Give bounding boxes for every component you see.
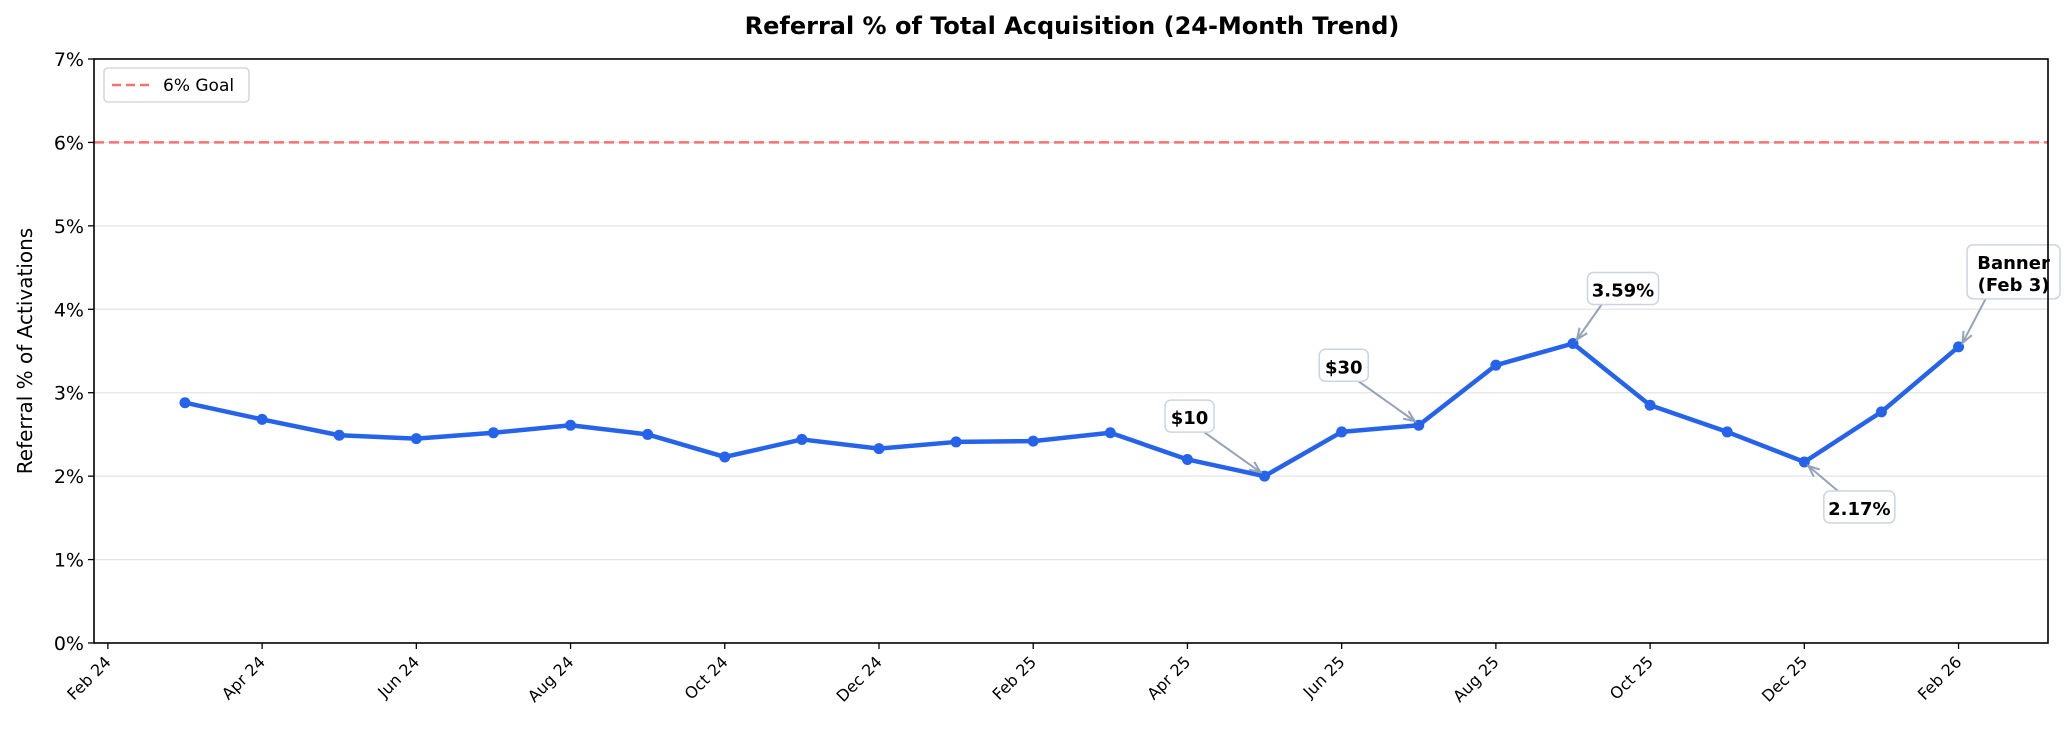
annotation: $30 — [1318, 348, 1417, 423]
data-point — [1875, 406, 1887, 418]
y-tick-label: 6% — [54, 132, 84, 154]
arrow-head-icon — [1248, 461, 1263, 474]
arrow-head-icon — [1402, 410, 1417, 423]
arrow-head-icon — [1961, 330, 1973, 346]
annotation: 3.59% — [1575, 271, 1660, 342]
x-tick-label: Feb 24 — [63, 652, 114, 703]
legend-goal-label: 6% Goal — [163, 76, 234, 96]
y-tick-label: 5% — [54, 216, 84, 238]
series-line — [184, 341, 1961, 479]
x-tick-label: Apr 24 — [218, 652, 269, 703]
data-point — [950, 436, 962, 448]
plot-frame — [93, 58, 2049, 644]
x-tick-label: Feb 26 — [1914, 652, 1965, 703]
data-point — [410, 433, 422, 445]
annotation-arrow — [1576, 303, 1603, 341]
y-tick-label: 0% — [54, 633, 84, 655]
data-point — [796, 433, 808, 445]
annotation-arrow — [1807, 465, 1839, 492]
x-tick-label: Feb 25 — [989, 652, 1040, 703]
data-point — [179, 397, 191, 409]
annotation-label: Banner — [1977, 253, 2050, 274]
x-tick-label: Aug 25 — [1449, 652, 1503, 706]
arrow-head-icon — [1575, 327, 1588, 342]
data-point — [642, 428, 654, 440]
x-tick-label: Dec 25 — [1758, 652, 1811, 705]
data-point — [1336, 426, 1348, 438]
legend: 6% Goal — [103, 67, 250, 103]
annotation-box — [1823, 490, 1896, 524]
x-tick-label: Oct 25 — [1606, 652, 1657, 703]
data-point — [565, 419, 577, 431]
data-point — [1104, 427, 1116, 439]
annotation: 2.17% — [1806, 464, 1896, 524]
annotation-label: $30 — [1325, 357, 1363, 378]
data-point — [1721, 426, 1733, 438]
y-tick-label: 2% — [54, 466, 84, 488]
annotation-box — [1586, 271, 1660, 306]
x-tick-label: Apr 25 — [1143, 652, 1194, 703]
data-point — [1953, 341, 1965, 353]
chart-title: Referral % of Total Acquisition (24-Mont… — [745, 12, 1400, 40]
annotation-label: (Feb 3) — [1978, 275, 2050, 296]
data-point — [333, 429, 345, 441]
annotation-label: 3.59% — [1592, 280, 1654, 301]
annotation-box — [1966, 244, 2061, 300]
y-tick-label: 1% — [54, 550, 84, 572]
data-point — [1644, 399, 1656, 411]
annotation-arrow — [1357, 380, 1416, 423]
annotation-label: 2.17% — [1828, 499, 1890, 520]
annotation: Banner(Feb 3) — [1961, 244, 2061, 346]
x-tick-label: Aug 24 — [524, 652, 578, 706]
data-point — [1490, 359, 1502, 371]
data-point — [256, 413, 268, 425]
y-axis-label: Referral % of Activations — [13, 228, 37, 474]
annotation: $10 — [1164, 399, 1263, 474]
x-tick-label: Jun 24 — [373, 652, 423, 702]
annotation-box — [1164, 399, 1215, 433]
annotation-label: $10 — [1171, 408, 1209, 429]
x-tick-label: Dec 24 — [833, 652, 886, 705]
data-point — [1027, 435, 1039, 447]
y-tick-label: 7% — [54, 49, 84, 71]
data-point — [873, 443, 885, 455]
x-tick-label: Jun 25 — [1299, 652, 1349, 702]
annotation-arrow — [1961, 298, 1987, 344]
y-tick-label: 4% — [54, 299, 84, 321]
annotation-box — [1318, 348, 1370, 383]
x-tick-label: Oct 24 — [681, 652, 732, 703]
annotation-arrow — [1203, 431, 1262, 473]
data-point — [1181, 453, 1193, 465]
y-tick-label: 3% — [54, 383, 84, 405]
data-point — [487, 427, 499, 439]
data-point — [719, 451, 731, 463]
arrow-head-icon — [1806, 464, 1821, 478]
